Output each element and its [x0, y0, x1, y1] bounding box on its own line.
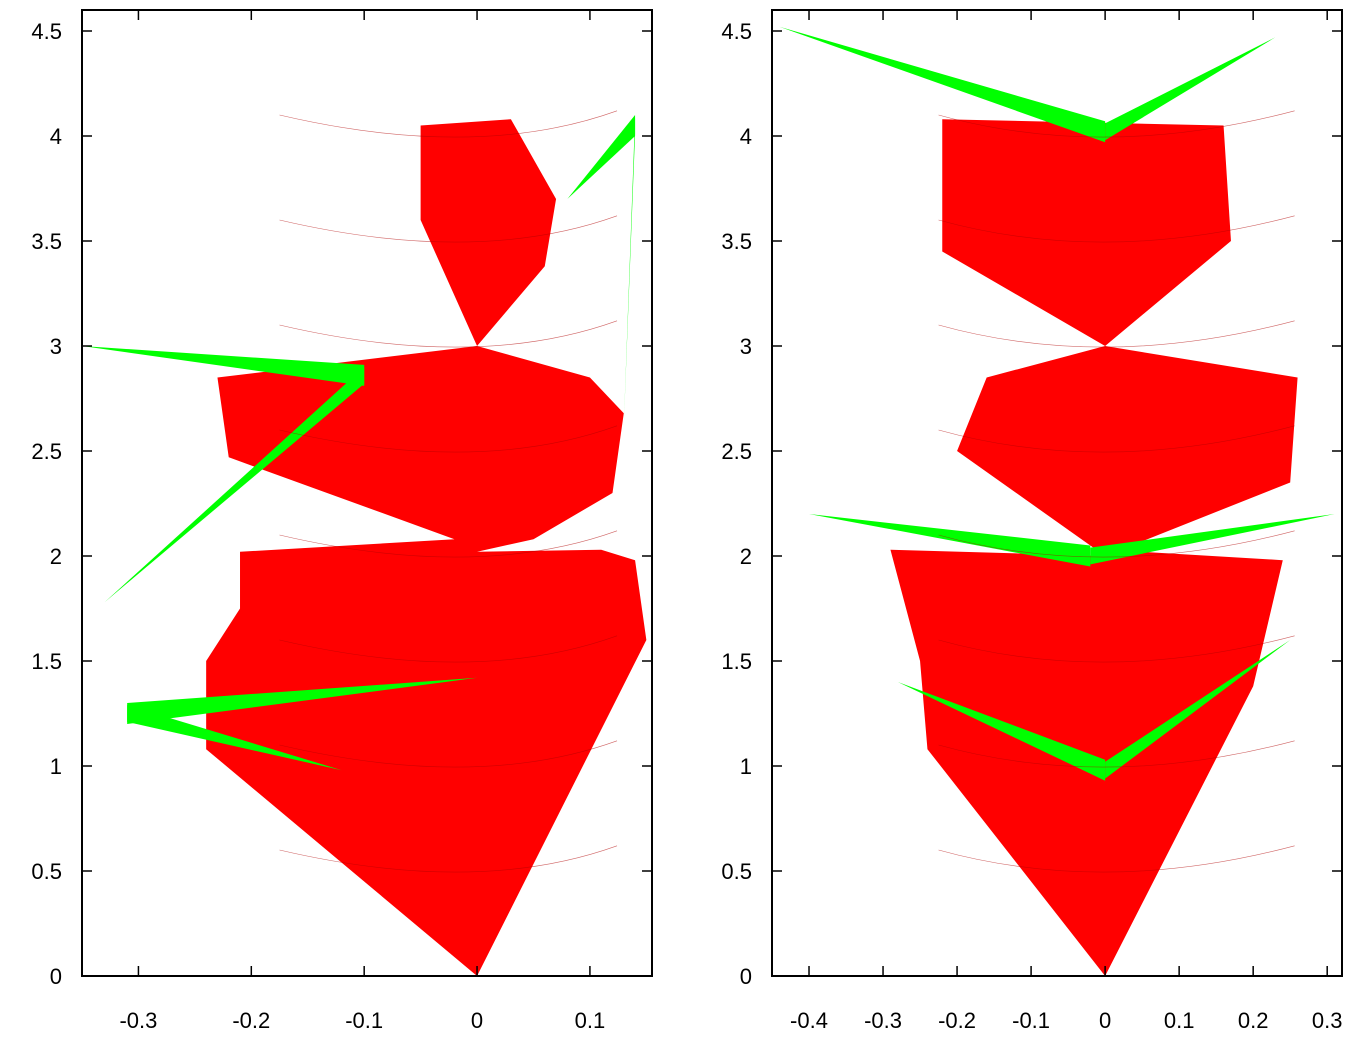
y-tick-label: 1.5 — [721, 649, 752, 674]
y-tick-label: 4 — [50, 124, 62, 149]
inner-arc — [938, 635, 1295, 663]
inner-arc — [279, 110, 618, 138]
green-fringe — [82, 346, 365, 386]
inner-arc — [279, 425, 618, 453]
inner-arc — [938, 530, 1295, 558]
panel-1: 0 0.5 1 1.5 2 2.5 3 3.5 4 4.5 -0.3 -0.2 -0.1 0 0.1 — [31, 9, 653, 1033]
y-tick-label: 1 — [740, 754, 752, 779]
x-tick-label: -0.2 — [938, 1008, 976, 1033]
x-tick-label: -0.1 — [1012, 1008, 1050, 1033]
green-fringe — [897, 682, 1106, 781]
plot-area — [82, 110, 647, 976]
plot-area — [779, 26, 1335, 976]
y-tick-label: 2 — [50, 544, 62, 569]
green-fringe — [809, 514, 1091, 567]
y-tick-label: 4.5 — [721, 19, 752, 44]
inner-arc — [279, 320, 618, 348]
inner-arc — [938, 845, 1295, 873]
inner-arc — [279, 215, 618, 243]
x-tick-label: 0 — [471, 1008, 483, 1033]
y-tick-label: 4.5 — [31, 19, 62, 44]
green-fringe — [1105, 640, 1291, 779]
x-tick-label: -0.3 — [119, 1008, 157, 1033]
green-fringe — [623, 117, 636, 426]
axes-frame — [771, 9, 1343, 977]
y-tick-label: 2.5 — [721, 439, 752, 464]
x-tick-label: 0 — [1099, 1008, 1111, 1033]
x-tick-label: -0.3 — [864, 1008, 902, 1033]
y-tick-label: 3 — [740, 334, 752, 359]
y-tick-label: 1.5 — [31, 649, 62, 674]
x-tick-label: 0.1 — [575, 1008, 606, 1033]
y-tick-label: 3 — [50, 334, 62, 359]
y-tick-label: 4 — [740, 124, 752, 149]
green-fringe — [779, 26, 1106, 143]
inner-arc — [938, 215, 1295, 243]
green-fringe — [1105, 37, 1276, 141]
inner-arc — [279, 740, 618, 768]
inner-arc — [279, 845, 618, 873]
green-fringe — [127, 705, 342, 771]
inner-arc — [938, 110, 1295, 138]
y-tick-label: 0 — [50, 964, 62, 989]
inner-arc — [938, 425, 1295, 453]
inner-arc — [279, 635, 618, 663]
green-fringe — [1090, 514, 1335, 565]
x-tick-label: 0.2 — [1238, 1008, 1269, 1033]
inner-arc — [938, 740, 1295, 768]
axes-frame — [81, 9, 653, 977]
panel-2: 0 0.5 1 1.5 2 2.5 3 3.5 4 4.5 -0.4 -0.3 -0.2 -0.1 0 0.1… — [721, 9, 1343, 1033]
y-tick-label: 0 — [740, 964, 752, 989]
x-tick-label: -0.1 — [345, 1008, 383, 1033]
red-region — [206, 119, 647, 976]
y-tick-label: 3.5 — [721, 229, 752, 254]
x-tick-label: -0.2 — [232, 1008, 270, 1033]
x-tick-label: -0.4 — [790, 1008, 828, 1033]
y-tick-label: 1 — [50, 754, 62, 779]
y-tick-label: 2.5 — [31, 439, 62, 464]
y-tick-label: 0.5 — [721, 859, 752, 884]
green-fringe — [567, 115, 636, 199]
y-tick-label: 0.5 — [31, 859, 62, 884]
green-fringe — [104, 367, 365, 603]
x-tick-label: 0.1 — [1164, 1008, 1195, 1033]
green-fringe — [127, 677, 478, 724]
inner-arc — [279, 530, 618, 558]
inner-arc — [938, 320, 1295, 348]
y-tick-label: 3.5 — [31, 229, 62, 254]
y-tick-label: 2 — [740, 544, 752, 569]
x-tick-label: 0.3 — [1312, 1008, 1343, 1033]
